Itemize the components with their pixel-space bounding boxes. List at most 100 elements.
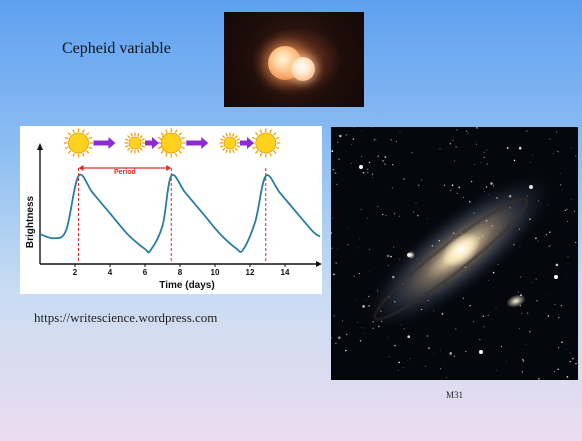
sun-ray — [67, 150, 72, 154]
sun-ray — [252, 146, 256, 150]
background-star — [519, 328, 520, 329]
background-star — [572, 357, 574, 360]
sun-ray — [137, 149, 140, 153]
background-star — [488, 280, 490, 281]
sun-ray — [232, 133, 235, 137]
background-star — [449, 352, 452, 355]
background-star — [345, 134, 348, 136]
sun-ray — [178, 150, 182, 154]
background-star — [566, 348, 568, 350]
background-star — [549, 138, 551, 140]
background-star — [496, 369, 497, 371]
background-star — [553, 370, 556, 372]
x-axis-label: Time (days) — [159, 280, 214, 291]
background-star — [482, 315, 484, 317]
background-star — [372, 177, 374, 179]
background-star — [377, 155, 379, 157]
sun-icon — [219, 132, 241, 154]
background-star — [521, 371, 523, 373]
background-star — [332, 217, 334, 219]
background-star — [339, 134, 342, 138]
background-star — [385, 215, 387, 217]
background-star — [387, 336, 389, 338]
background-star — [544, 236, 546, 237]
background-star — [535, 278, 537, 280]
sun-ray — [160, 132, 164, 136]
sun-disk — [255, 132, 277, 154]
sun-ray — [82, 152, 85, 157]
background-star — [386, 254, 390, 258]
cepheid-light-curve-chart: 2 4 6 8 10 12 14 Brightness Time (days) Period — [20, 126, 322, 294]
sun-ray — [259, 152, 263, 157]
background-star — [342, 320, 343, 322]
sun-ray — [67, 132, 72, 136]
background-star — [450, 189, 452, 192]
background-star — [399, 131, 401, 133]
right-arrow-icon — [93, 137, 116, 149]
background-star — [421, 179, 423, 181]
background-star — [357, 322, 359, 323]
background-star — [453, 355, 455, 357]
arrow-head — [201, 137, 209, 149]
background-star — [569, 352, 571, 354]
galaxy-core — [441, 232, 481, 268]
arrow-head — [108, 137, 116, 149]
background-star — [363, 333, 365, 334]
background-star — [331, 232, 333, 234]
arrow-shaft — [240, 140, 248, 146]
background-star — [531, 282, 533, 283]
background-star — [565, 273, 567, 275]
sun-ray — [72, 129, 75, 134]
background-star — [569, 360, 571, 363]
sun-ray — [125, 138, 129, 141]
background-star — [506, 360, 507, 362]
background-star — [561, 341, 563, 343]
background-star — [538, 377, 540, 380]
sun-ray — [273, 150, 277, 154]
sun-ray — [255, 150, 259, 154]
background-star — [561, 189, 563, 190]
background-star — [403, 178, 405, 180]
background-star — [368, 161, 371, 164]
background-star — [486, 163, 488, 165]
background-star — [465, 350, 467, 353]
sun-disk — [128, 136, 142, 150]
background-star — [451, 184, 454, 187]
background-star — [359, 340, 362, 342]
background-star — [552, 153, 554, 154]
background-star — [458, 186, 461, 189]
satellite-galaxy-small — [407, 251, 415, 259]
background-star — [367, 168, 369, 170]
sun-ray — [220, 145, 224, 148]
background-star — [566, 208, 568, 210]
background-star — [549, 231, 551, 233]
sun-ray — [130, 133, 133, 137]
brightness-series-line — [39, 173, 321, 254]
background-star — [394, 344, 396, 347]
sun-ray — [275, 146, 280, 150]
background-star — [566, 376, 569, 378]
background-star — [558, 317, 560, 319]
background-star — [384, 163, 386, 165]
light-curve — [39, 173, 321, 254]
background-star — [382, 160, 384, 162]
background-star — [333, 315, 335, 317]
background-star — [548, 245, 551, 247]
sun-ray — [225, 133, 228, 137]
period-arrowhead-right — [166, 165, 172, 171]
period-arrowhead-left — [78, 165, 84, 171]
background-star — [532, 154, 534, 156]
background-star — [555, 263, 559, 267]
background-star — [367, 171, 369, 173]
background-star — [337, 141, 339, 143]
background-star — [361, 130, 363, 132]
background-star — [537, 240, 539, 242]
background-star — [501, 345, 503, 348]
chart-svg: 2 4 6 8 10 12 14 Brightness Time (days) Period — [25, 128, 322, 291]
background-star — [521, 312, 523, 314]
background-star — [350, 162, 352, 164]
background-star — [548, 295, 550, 296]
background-star — [526, 130, 528, 132]
background-star — [483, 188, 484, 190]
background-star — [360, 156, 363, 158]
